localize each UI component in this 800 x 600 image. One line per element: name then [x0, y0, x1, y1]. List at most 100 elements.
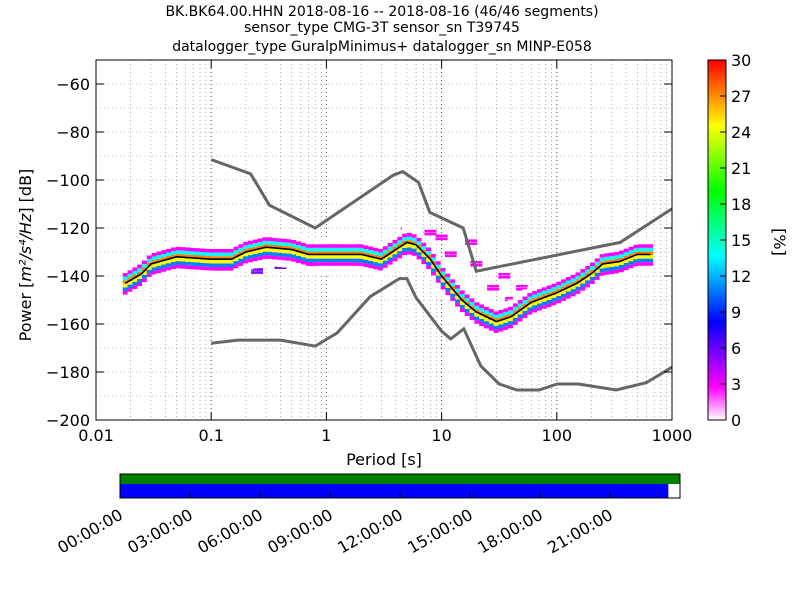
psd-cell: [479, 318, 485, 323]
psd-spread-cell: [478, 261, 483, 264]
psd-cell: [291, 250, 297, 255]
psd-cell: [387, 243, 394, 247]
psd-cell: [137, 289, 143, 294]
psd-cell: [575, 272, 581, 276]
psd-cell: [339, 247, 345, 252]
psd-cell: [141, 253, 148, 257]
psd-cell: [373, 251, 379, 255]
psd-cell: [373, 258, 379, 263]
psd-cell: [498, 320, 504, 325]
plot-frame: [95, 59, 673, 421]
psd-cell: [344, 240, 350, 245]
psd-cell: [508, 313, 514, 318]
psd-cell: [546, 278, 552, 282]
psd-cell: [310, 237, 316, 241]
psd-cell: [585, 283, 591, 288]
psd-cell: [594, 269, 601, 273]
psd-cell: [474, 294, 480, 299]
psd-cell: [455, 302, 461, 307]
psd-cell: [281, 253, 288, 257]
psd-cell: [623, 248, 630, 253]
psd-cell: [638, 255, 644, 259]
psd-cell: [561, 272, 567, 276]
psd-cell: [522, 303, 528, 308]
psd-cell: [483, 317, 490, 322]
psd-cell: [300, 246, 307, 250]
psd-cell: [416, 237, 422, 242]
psd-cell: [647, 251, 654, 255]
psd-cell: [151, 245, 157, 250]
psd-cell: [228, 252, 235, 257]
psd-cell: [358, 251, 365, 256]
psd-cell: [209, 256, 215, 260]
psd-cell: [445, 273, 451, 278]
psd-cell: [450, 304, 456, 309]
psd-spread-cell: [474, 264, 479, 267]
psd-cell: [536, 303, 543, 308]
psd-cell: [243, 267, 249, 271]
colorbar-tick-label: 18: [731, 195, 751, 214]
psd-cell: [565, 273, 572, 278]
psd-cell: [373, 269, 379, 273]
psd-cell: [435, 279, 442, 283]
psd-cell: [440, 267, 447, 272]
psd-cell: [257, 245, 263, 250]
psd-cell: [416, 244, 422, 249]
psd-cell: [291, 247, 297, 251]
psd-cell: [565, 287, 572, 292]
psd-cell: [435, 257, 442, 262]
psd-cell: [561, 293, 567, 298]
psd-cell: [609, 277, 615, 282]
psd-cell: [272, 255, 278, 260]
psd-cell: [281, 260, 288, 264]
psd-spread-cell: [452, 230, 457, 233]
psd-cell: [628, 239, 634, 244]
psd-cell: [450, 300, 456, 305]
psd-cell: [604, 271, 610, 275]
psd-cell: [594, 261, 601, 266]
psd-cell: [416, 234, 422, 238]
psd-cell: [146, 276, 153, 281]
psd-cell: [276, 238, 283, 242]
psd-cell: [334, 251, 341, 255]
psd-cell: [426, 265, 432, 270]
psd-cell: [512, 314, 519, 318]
psd-cell: [296, 248, 302, 253]
psd-cell: [267, 251, 273, 256]
psd-cell: [527, 289, 533, 294]
psd-spread-cell: [435, 237, 440, 241]
psd-cell: [209, 270, 215, 275]
psd-cell: [589, 287, 596, 292]
psd-cell: [214, 259, 220, 264]
psd-cell: [551, 276, 557, 281]
time-tick-label: 21:00:00: [544, 505, 616, 557]
psd-cell: [416, 230, 422, 235]
psd-cell: [618, 246, 625, 251]
psd-spread-cell: [487, 285, 492, 288]
psd-cell: [459, 301, 466, 305]
psd-cell: [426, 240, 432, 244]
psd-cell: [358, 265, 365, 270]
psd-cell: [392, 261, 398, 266]
psd-cell: [580, 269, 586, 273]
psd-cell: [474, 298, 480, 303]
psd-cell: [267, 258, 273, 263]
psd-cell: [431, 264, 437, 269]
psd-cell: [194, 248, 201, 252]
psd-cell: [397, 229, 403, 234]
psd-cell: [339, 240, 345, 245]
psd-cell: [180, 272, 186, 276]
psd-cell: [546, 281, 552, 286]
psd-cell: [166, 263, 172, 267]
psd-cell: [488, 316, 495, 320]
psd-cell: [175, 268, 182, 272]
psd-cell: [296, 245, 302, 249]
psd-spread-cell: [439, 234, 444, 238]
psd-cell: [286, 257, 292, 261]
psd-cell: [382, 253, 389, 258]
psd-spread-cell: [504, 297, 509, 300]
psd-cell: [585, 262, 591, 266]
psd-cell: [344, 255, 350, 259]
psd-cell: [190, 265, 196, 270]
psd-cell: [561, 282, 567, 287]
